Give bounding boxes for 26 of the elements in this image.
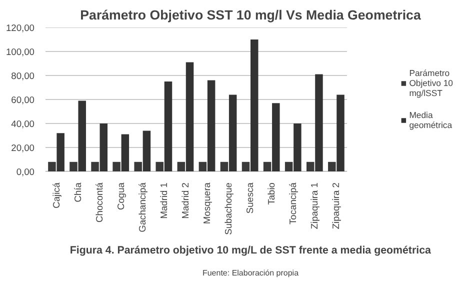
x-tick-label: Tocancipá <box>288 182 298 225</box>
x-tick-label: Chocontá <box>94 182 104 222</box>
y-tick-label: 120,00 <box>6 23 34 33</box>
y-tick-label: 60,00 <box>11 95 34 105</box>
x-tick-label: Cogua <box>116 182 126 210</box>
x-tick-label: Zipaquira 1 <box>310 182 320 230</box>
x-tick-label: Tabio <box>266 182 277 205</box>
y-tick-label: 0,00 <box>16 167 34 177</box>
legend-label: Parámetro Objetivo 10 mg/lSST <box>409 68 453 98</box>
x-tick-label: Madrid 1 <box>158 182 169 219</box>
text: Figura 4. Parámetro objetivo 10 mg/L de SST frente a media geométrica <box>70 244 431 256</box>
y-tick-label: 100,00 <box>6 47 34 57</box>
y-tick-label: 20,00 <box>11 143 34 153</box>
legend-label: Media geométrica <box>409 110 452 130</box>
x-tick-label: Mosquera <box>202 182 212 224</box>
x-tick-label: Suesca <box>245 182 256 214</box>
source-note: Fuente: Elaboración propia <box>202 268 300 278</box>
y-tick-label: 80,00 <box>11 71 34 81</box>
x-tick-label: Chía <box>72 182 83 202</box>
x-tick-label: Subachoque <box>224 182 234 235</box>
y-tick-label: 40,00 <box>11 119 34 129</box>
x-tick-label: Madrid 2 <box>180 182 190 219</box>
x-tick-label: Cajicá <box>51 182 62 208</box>
chart-title: Parámetro Objetivo SST 10 mg/l Vs Media Geometrica <box>80 8 422 22</box>
x-tick-label: Zipaquira 2 <box>331 182 342 230</box>
x-tick-label: Gachancipá <box>137 182 148 232</box>
